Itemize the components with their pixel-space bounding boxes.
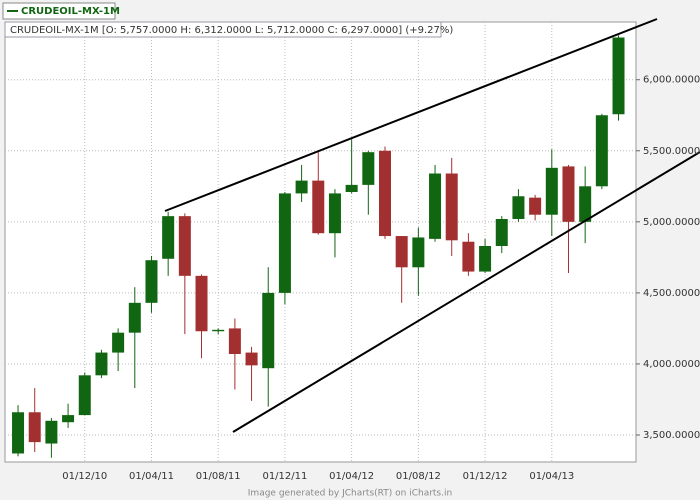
y-tick-label: 4,000.0000 xyxy=(643,359,700,370)
candle-body xyxy=(495,218,508,246)
y-tick-label: 4,500.0000 xyxy=(643,288,700,299)
x-tick-label: 01/04/11 xyxy=(129,471,174,482)
subtitle: CRUDEOIL-MX-1M [O: 5,757.0000 H: 6,312.0… xyxy=(10,25,453,36)
trend-line xyxy=(164,18,658,212)
candle-body xyxy=(462,241,475,272)
candle-body xyxy=(545,167,558,215)
candle-body xyxy=(395,236,408,268)
candle-body xyxy=(45,420,58,444)
x-tick-label: 01/12/10 xyxy=(62,471,107,482)
footer: Image generated by JCharts(RT) on iChart… xyxy=(248,489,452,499)
candle-body xyxy=(529,197,542,215)
candle-body xyxy=(128,302,141,333)
candle-body xyxy=(328,193,341,234)
candle-body xyxy=(262,292,275,369)
candle-body xyxy=(12,412,25,454)
candle-body xyxy=(595,115,608,187)
legend-box xyxy=(2,2,116,20)
x-tick-label: 01/08/11 xyxy=(196,471,241,482)
candle-body xyxy=(479,245,492,272)
candle-body xyxy=(612,37,625,115)
candle-body xyxy=(95,352,108,376)
y-tick-label: 5,500.0000 xyxy=(643,146,700,157)
candle-body xyxy=(245,352,258,366)
y-tick-label: 3,500.0000 xyxy=(643,430,700,441)
plot-area xyxy=(4,21,637,463)
subtitle-box xyxy=(4,21,442,38)
x-tick-label: 01/04/13 xyxy=(529,471,574,482)
candle-body xyxy=(62,415,75,423)
y-tick-label: 6,000.0000 xyxy=(643,75,700,86)
candle-body xyxy=(278,193,291,293)
candle-body xyxy=(212,329,225,332)
candle-body xyxy=(228,328,241,354)
candle-body xyxy=(178,216,191,276)
candle-body xyxy=(512,196,525,219)
legend-label: CRUDEOIL-MX-1M xyxy=(21,6,120,17)
y-tick-label: 5,000.0000 xyxy=(643,217,700,228)
candle-body xyxy=(112,332,125,353)
candle-body xyxy=(445,173,458,241)
candle-body xyxy=(362,152,375,185)
candle-body xyxy=(145,260,158,303)
candle-body xyxy=(28,412,41,443)
candle-body xyxy=(562,166,575,222)
candle-body xyxy=(78,375,91,416)
x-tick-label: 01/08/12 xyxy=(396,471,441,482)
candle-body xyxy=(312,180,325,234)
candle-body xyxy=(345,184,358,192)
candle-body xyxy=(295,180,308,194)
x-tick-label: 01/12/12 xyxy=(463,471,508,482)
x-tick-label: 01/12/11 xyxy=(262,471,307,482)
candle-body xyxy=(579,186,592,222)
candle-body xyxy=(162,216,175,259)
candle-body xyxy=(429,173,442,239)
candle-body xyxy=(379,150,391,237)
trend-line xyxy=(232,151,700,433)
plot-layer xyxy=(5,22,640,462)
candle-body xyxy=(412,237,425,268)
x-tick-label: 01/04/12 xyxy=(329,471,374,482)
candle-body xyxy=(195,275,208,332)
